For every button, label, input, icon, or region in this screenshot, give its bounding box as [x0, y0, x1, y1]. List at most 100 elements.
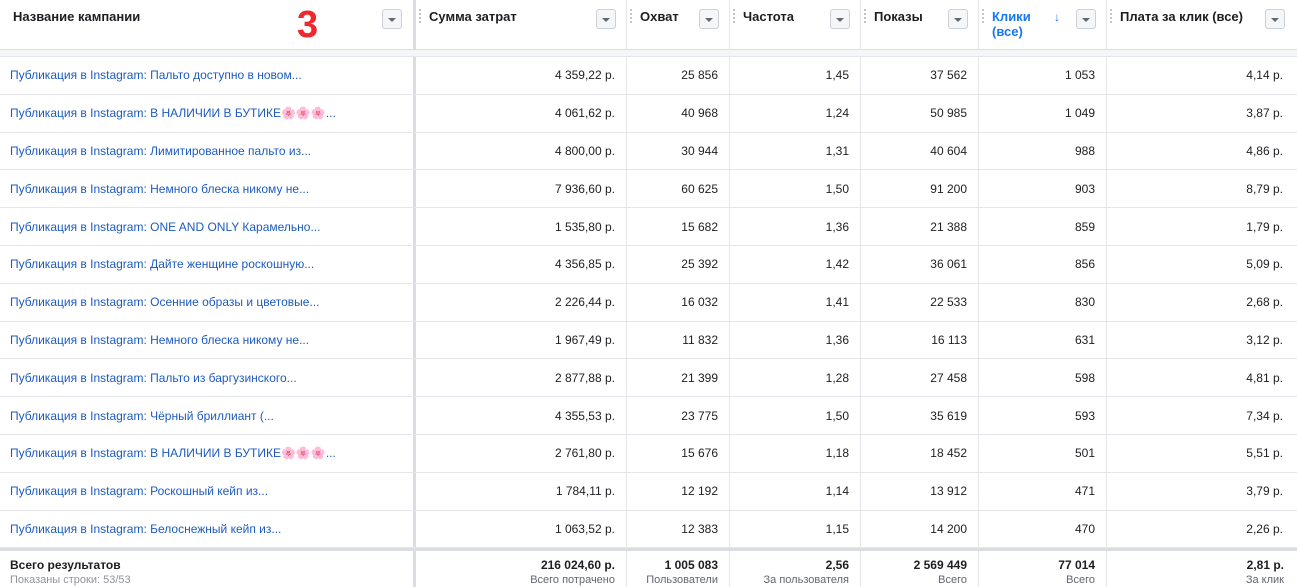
campaign-name-link[interactable]: Публикация в Instagram: ONE AND ONLY Кар…: [0, 208, 416, 245]
column-resize-handle-icon[interactable]: [733, 9, 735, 25]
frequency-cell: 1,24: [730, 94, 861, 132]
impressions-cell: 91 200: [861, 170, 979, 208]
impressions-cell: 22 533: [861, 283, 979, 321]
campaign-name-link[interactable]: Публикация в Instagram: В НАЛИЧИИ В БУТИ…: [0, 434, 416, 472]
totals-value: 1 005 083: [664, 558, 718, 573]
cost-per-click-cell: 7,34 р.: [1246, 408, 1283, 423]
table-row[interactable]: Публикация в Instagram: Белоснежный кейп…: [0, 510, 1297, 549]
column-header-reach[interactable]: Охват: [627, 0, 730, 50]
campaign-name-link[interactable]: Публикация в Instagram: Лимитированное п…: [0, 132, 416, 170]
frequency-cell: 1,36: [730, 208, 861, 245]
table-row[interactable]: Публикация в Instagram: В НАЛИЧИИ В БУТИ…: [0, 94, 1297, 133]
column-menu-dropdown-icon[interactable]: [1076, 9, 1096, 29]
impressions-cell: 21 388: [861, 208, 979, 245]
totals-frequency: 2,56 За пользователя: [730, 551, 861, 587]
frequency-cell: 1,18: [730, 434, 861, 472]
reach-cell: 15 676: [627, 434, 730, 472]
spend-cell: 1 063,52 р.: [416, 510, 627, 548]
cost-per-click-cell: 3,12 р.: [1246, 332, 1283, 347]
header-divider: [0, 50, 1297, 57]
reach-cell: 25 392: [627, 245, 730, 283]
reach-cell: 12 192: [627, 472, 730, 510]
column-menu-dropdown-icon[interactable]: [596, 9, 616, 29]
cost-per-click-cell: 2,26 р.: [1246, 521, 1283, 536]
frequency-cell: 1,15: [730, 510, 861, 548]
reach-cell: 30 944: [627, 132, 730, 170]
table-row[interactable]: Публикация в Instagram: В НАЛИЧИИ В БУТИ…: [0, 434, 1297, 473]
reach-cell: 15 682: [627, 208, 730, 245]
column-resize-handle-icon[interactable]: [1110, 9, 1112, 25]
campaign-name-link[interactable]: Публикация в Instagram: Осенние образы и…: [0, 283, 416, 321]
frequency-cell: 1,50: [730, 397, 861, 434]
column-title: Название кампании: [13, 9, 141, 24]
campaign-name-link[interactable]: Публикация в Instagram: Роскошный кейп и…: [0, 472, 416, 510]
campaign-name-link[interactable]: Публикация в Instagram: Пальто из баргуз…: [0, 359, 416, 397]
table-row[interactable]: Публикация в Instagram: Немного блеска н…: [0, 321, 1297, 360]
totals-caption: За пользователя: [763, 574, 849, 587]
table-row[interactable]: Публикация в Instagram: Роскошный кейп и…: [0, 472, 1297, 511]
column-resize-handle-icon[interactable]: [864, 9, 866, 25]
campaign-name-link[interactable]: Публикация в Instagram: Немного блеска н…: [0, 170, 416, 208]
column-menu-dropdown-icon[interactable]: [830, 9, 850, 29]
column-title: Частота: [743, 9, 795, 24]
totals-row: Всего результатов Показаны строки: 53/53…: [0, 551, 1297, 587]
table-row[interactable]: Публикация в Instagram: Осенние образы и…: [0, 283, 1297, 322]
table-row[interactable]: Публикация в Instagram: Чёрный бриллиант…: [0, 397, 1297, 435]
column-menu-dropdown-icon[interactable]: [699, 9, 719, 29]
column-header-spend[interactable]: Сумма затрат: [416, 0, 627, 50]
column-header-impressions[interactable]: Показы: [861, 0, 979, 50]
frequency-cell: 1,50: [730, 170, 861, 208]
table-row[interactable]: Публикация в Instagram: Пальто из баргуз…: [0, 359, 1297, 398]
annotation-number: 3: [297, 4, 319, 46]
campaign-name-link[interactable]: Публикация в Instagram: В НАЛИЧИИ В БУТИ…: [0, 94, 416, 132]
column-header-clicks-all[interactable]: Клики (все) ↓: [979, 0, 1107, 50]
cost-per-click-cell: 4,86 р.: [1246, 143, 1283, 158]
rows-shown-count: Показаны строки: 53/53: [10, 574, 131, 587]
cost-per-click-cell: 4,14 р.: [1246, 68, 1283, 83]
column-header-frequency[interactable]: Частота: [730, 0, 861, 50]
sort-descending-icon[interactable]: ↓: [1054, 10, 1060, 24]
column-header-cost-per-click[interactable]: Плата за клик (все): [1107, 0, 1295, 50]
cost-per-click-cell: 3,87 р.: [1246, 106, 1283, 121]
clicks-cell: 1 053: [979, 57, 1107, 94]
clicks-cell: 501: [979, 434, 1107, 472]
impressions-cell: 16 113: [861, 321, 979, 359]
reach-cell: 23 775: [627, 397, 730, 434]
column-resize-handle-icon[interactable]: [419, 9, 421, 25]
campaign-name-link[interactable]: Публикация в Instagram: Дайте женщине ро…: [0, 245, 416, 283]
column-header-campaign-name[interactable]: Название кампании: [0, 0, 416, 50]
clicks-cell: 1 049: [979, 94, 1107, 132]
cost-per-click-cell: 5,09 р.: [1246, 257, 1283, 272]
table-row[interactable]: Публикация в Instagram: ONE AND ONLY Кар…: [0, 208, 1297, 246]
campaign-name-link[interactable]: Публикация в Instagram: Пальто доступно …: [0, 57, 416, 94]
column-resize-handle-icon[interactable]: [630, 9, 632, 25]
frequency-cell: 1,31: [730, 132, 861, 170]
column-menu-dropdown-icon[interactable]: [948, 9, 968, 29]
spend-cell: 2 226,44 р.: [416, 283, 627, 321]
table-row[interactable]: Публикация в Instagram: Дайте женщине ро…: [0, 245, 1297, 284]
spend-cell: 1 784,11 р.: [416, 472, 627, 510]
impressions-cell: 13 912: [861, 472, 979, 510]
totals-impressions: 2 569 449 Всего: [861, 551, 979, 587]
table-row[interactable]: Публикация в Instagram: Пальто доступно …: [0, 57, 1297, 95]
clicks-cell: 859: [979, 208, 1107, 245]
column-menu-dropdown-icon[interactable]: [382, 9, 402, 29]
campaign-name-link[interactable]: Публикация в Instagram: Чёрный бриллиант…: [0, 397, 416, 434]
table-row[interactable]: Публикация в Instagram: Лимитированное п…: [0, 132, 1297, 171]
campaign-name-link[interactable]: Публикация в Instagram: Немного блеска н…: [0, 321, 416, 359]
frequency-cell: 1,42: [730, 245, 861, 283]
clicks-cell: 903: [979, 170, 1107, 208]
campaign-name-link[interactable]: Публикация в Instagram: Белоснежный кейп…: [0, 510, 416, 548]
spend-cell: 1 535,80 р.: [416, 208, 627, 245]
reach-cell: 40 968: [627, 94, 730, 132]
frequency-cell: 1,45: [730, 57, 861, 94]
column-resize-handle-icon[interactable]: [982, 9, 984, 25]
table-row[interactable]: Публикация в Instagram: Немного блеска н…: [0, 170, 1297, 209]
clicks-cell: 830: [979, 283, 1107, 321]
column-menu-dropdown-icon[interactable]: [1265, 9, 1285, 29]
reach-cell: 25 856: [627, 57, 730, 94]
spend-cell: 7 936,60 р.: [416, 170, 627, 208]
totals-value: 2 569 449: [913, 558, 967, 573]
totals-label: Всего результатов: [10, 558, 121, 573]
